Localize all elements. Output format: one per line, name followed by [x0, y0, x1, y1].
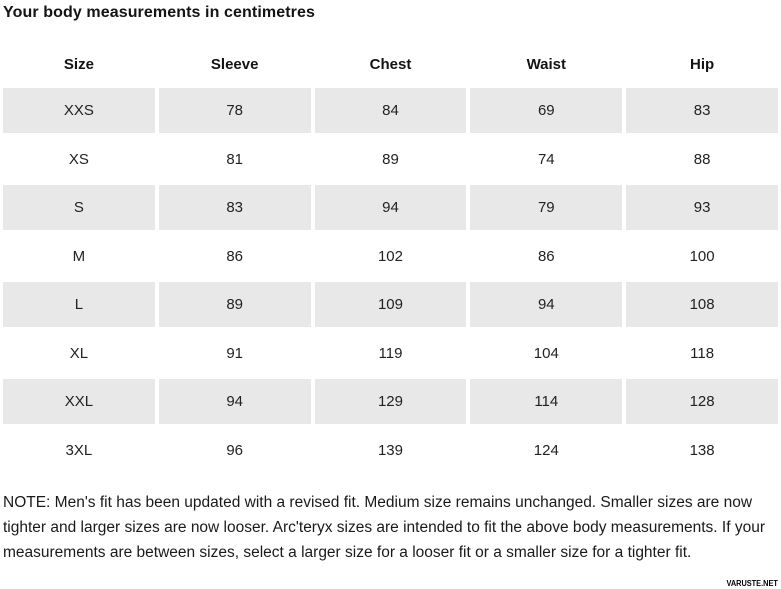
value-cell: 128: [626, 379, 778, 424]
table-row-xxl: XXL 94 129 114 128: [3, 379, 778, 424]
table-header-row: Size Sleeve Chest Waist Hip: [3, 49, 778, 79]
size-cell: M: [72, 247, 86, 265]
value-cell: 79: [470, 185, 623, 230]
size-cell: XXL: [3, 379, 155, 424]
table-row-3xl: 3XL 96 139 124 138: [3, 428, 778, 473]
value-cell: 84: [314, 88, 467, 133]
value-cell: 74: [537, 150, 555, 168]
header-cell-sleeve: Sleeve: [210, 55, 259, 73]
value-cell: 124: [533, 441, 559, 459]
value-cell: 109: [314, 282, 467, 327]
value-cell: 114: [470, 379, 623, 424]
value-cell: 118: [690, 344, 715, 362]
size-cell: L: [3, 282, 155, 327]
value-cell: 78: [158, 88, 311, 133]
varuste-net-watermark: VARUSTE.NET: [726, 579, 778, 588]
value-cell: 88: [693, 150, 711, 168]
value-cell: 100: [689, 247, 715, 265]
value-cell: 102: [377, 247, 403, 265]
table-row-l: L 89 109 94 108: [3, 282, 778, 327]
value-cell: 69: [470, 88, 623, 133]
value-cell: 108: [626, 282, 778, 327]
value-cell: 129: [314, 379, 467, 424]
table-row-xl: XL 91 119 104 118: [3, 331, 778, 376]
value-cell: 96: [226, 441, 244, 459]
value-cell: 119: [378, 344, 403, 362]
header-cell-hip: Hip: [690, 55, 715, 73]
size-table: Size Sleeve Chest Waist Hip XXS 78 84 69…: [3, 49, 778, 473]
table-row-xs: XS 81 89 74 88: [3, 137, 778, 182]
value-cell: 94: [470, 282, 623, 327]
page-title: Your body measurements in centimetres: [3, 4, 315, 21]
value-cell: 139: [377, 441, 403, 459]
value-cell: 91: [226, 344, 244, 362]
value-cell: 94: [314, 185, 467, 230]
table-row-s: S 83 94 79 93: [3, 185, 778, 230]
value-cell: 138: [689, 441, 715, 459]
value-cell: 94: [158, 379, 311, 424]
value-cell: 86: [537, 247, 555, 265]
header-cell-waist: Waist: [526, 55, 567, 73]
size-cell: XXS: [3, 88, 155, 133]
value-cell: 86: [226, 247, 244, 265]
value-cell: 83: [626, 88, 778, 133]
size-cell: XS: [68, 150, 89, 168]
value-cell: 93: [626, 185, 778, 230]
value-cell: 81: [226, 150, 244, 168]
size-cell: XL: [69, 344, 89, 362]
value-cell: 89: [382, 150, 399, 168]
size-cell: 3XL: [65, 441, 93, 459]
header-cell-chest: Chest: [369, 55, 412, 73]
note-text: NOTE: Men's fit has been updated with a …: [3, 493, 765, 561]
value-cell: 83: [158, 185, 311, 230]
header-cell-size: Size: [63, 55, 94, 73]
table-row-m: M 86 102 86 100: [3, 234, 778, 279]
size-chart-page: Your body measurements in centimetres Si…: [3, 4, 778, 561]
value-cell: 89: [158, 282, 311, 327]
size-cell: S: [3, 185, 155, 230]
value-cell: 104: [533, 344, 559, 362]
table-row-xxs: XXS 78 84 69 83: [3, 88, 778, 133]
